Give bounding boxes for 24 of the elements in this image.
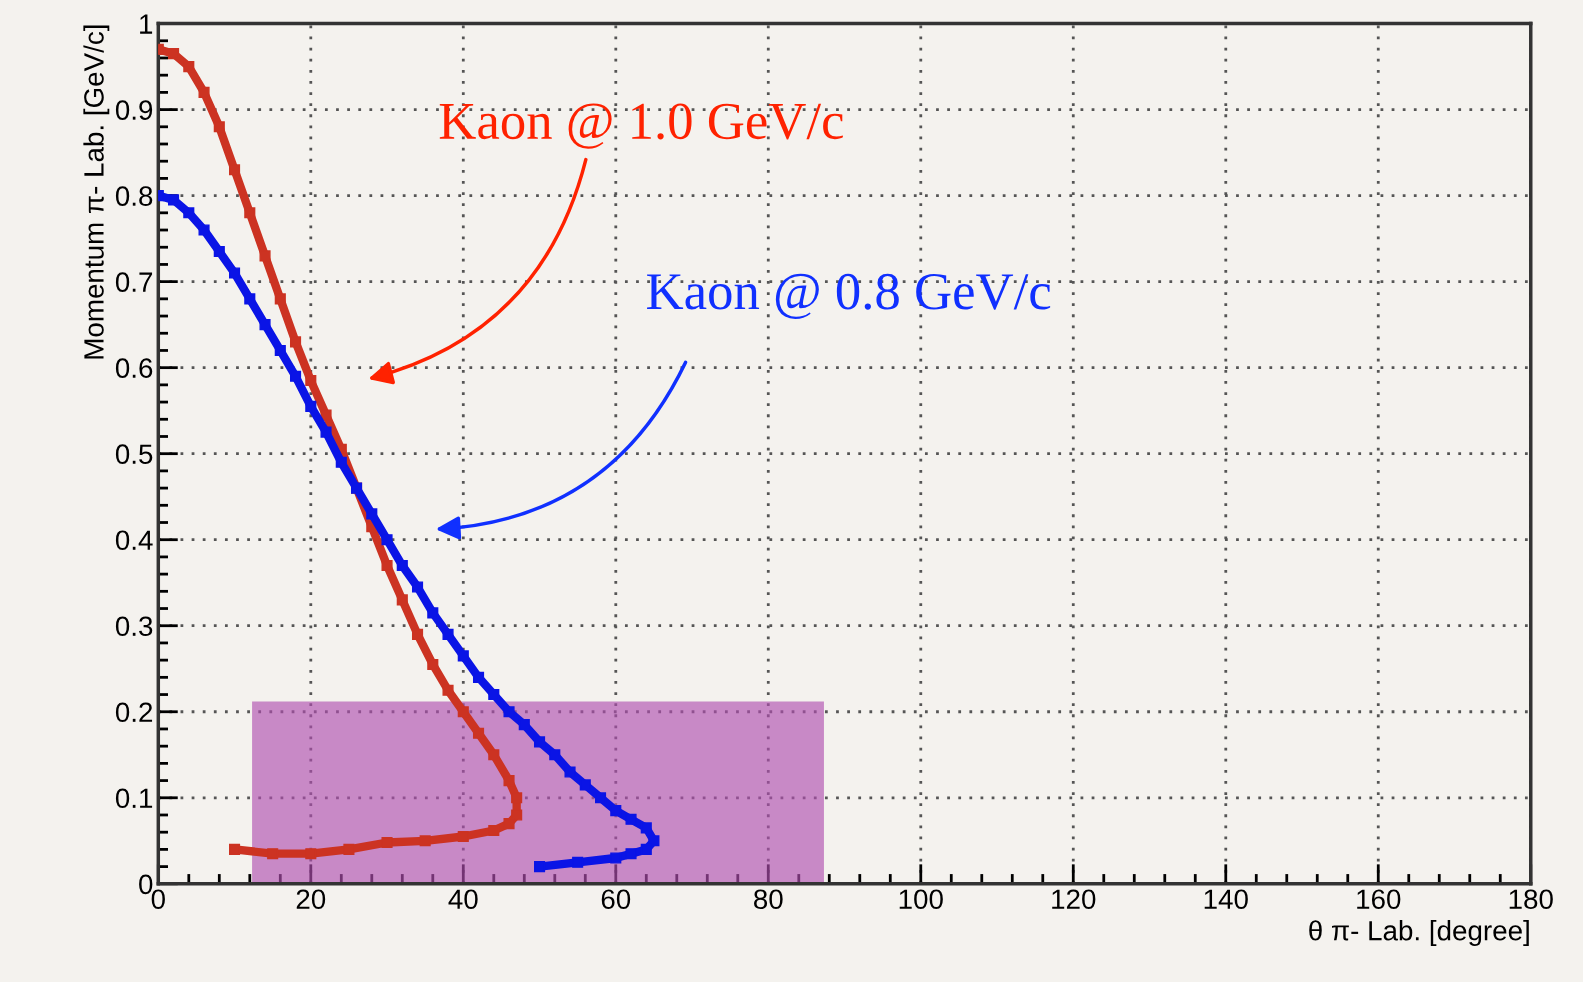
y-tick-label: 0.9 <box>115 100 153 120</box>
x-tick-label: 20 <box>296 889 326 910</box>
y-tick-label: 0.7 <box>115 272 153 292</box>
y-tick-label: 0.5 <box>115 444 153 465</box>
x-tick-label: 80 <box>754 889 783 910</box>
y-tick-label: 0.6 <box>115 358 153 378</box>
y-tick-label: 0.8 <box>115 186 153 206</box>
y-axis-title: Momentum π- Lab. [GeV/c] <box>83 25 110 359</box>
y-tick-label: 0.3 <box>115 616 153 637</box>
x-tick-label: 120 <box>1052 889 1096 910</box>
y-tick-label: 0.1 <box>115 788 153 809</box>
y-tick-label: 1 <box>140 14 153 34</box>
x-tick-label: 140 <box>1204 889 1248 910</box>
x-tick-label: 100 <box>899 889 943 910</box>
x-tick-label: 60 <box>601 889 631 910</box>
x-tick-label: 40 <box>448 889 478 910</box>
annotation: Kaon @ 1.0 GeV/c <box>439 103 843 149</box>
annotation: Kaon @ 0.8 GeV/c <box>647 273 1051 319</box>
y-tick-label: 0.4 <box>115 530 153 551</box>
x-tick-label: 180 <box>1509 889 1553 910</box>
y-tick-label: 0 <box>139 874 153 895</box>
x-axis-title: θ π- Lab. [degree] <box>1309 920 1529 946</box>
y-tick-label: 0.2 <box>115 702 153 723</box>
x-tick-label: 160 <box>1357 889 1401 910</box>
